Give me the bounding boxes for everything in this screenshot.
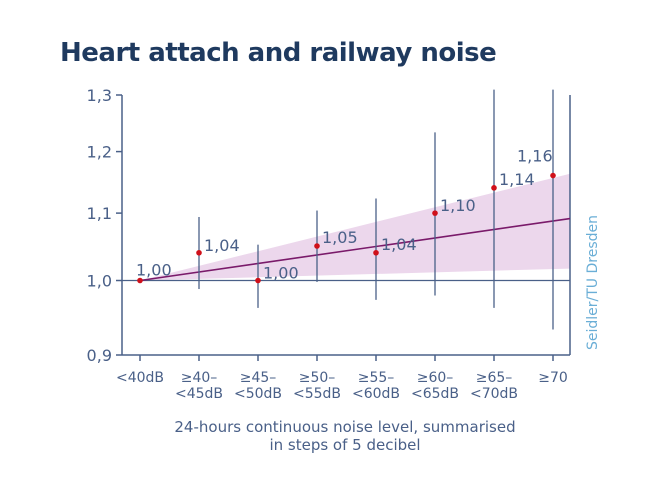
x-tick-label: <55dB: [293, 386, 341, 402]
x-tick-label: ≥50–: [299, 370, 336, 386]
y-tick-label: 1,3: [87, 86, 112, 105]
data-label: 1,00: [263, 264, 299, 283]
data-point: [314, 243, 320, 249]
y-tick-label: 1,0: [87, 272, 112, 291]
x-tick-label: ≥70: [538, 370, 568, 386]
x-axis-label-line-1: 24-hours continuous noise level, summari…: [174, 418, 516, 436]
data-label: 1,04: [381, 235, 417, 254]
data-point: [432, 210, 438, 216]
x-tick-label: <45dB: [175, 386, 223, 402]
data-label: 1,10: [440, 196, 476, 215]
data-point: [491, 185, 497, 191]
source-credit-text: Seidler/TU Dresden: [585, 215, 601, 350]
x-tick-label: <40dB: [116, 370, 164, 386]
data-point: [550, 172, 556, 179]
trend-line: [139, 217, 571, 282]
x-axis-label-line-2: in steps of 5 decibel: [269, 436, 421, 454]
x-tick-label: <65dB: [411, 386, 459, 402]
x-axis-label: 24-hours continuous noise level, summari…: [130, 418, 560, 454]
data-point: [137, 277, 143, 284]
data-label: 1,04: [204, 236, 240, 255]
data-label: 1,14: [499, 170, 535, 189]
x-tick-label: ≥65–: [476, 370, 513, 386]
x-tick-label: ≥60–: [417, 370, 454, 386]
data-point: [255, 277, 261, 284]
trend-confidence-band: [140, 173, 570, 281]
x-tick-label: ≥55–: [358, 370, 395, 386]
chart-title: Heart attach and railway noise: [60, 38, 497, 68]
y-tick-label: 1,2: [87, 143, 112, 162]
x-tick-label: ≥45–: [240, 370, 277, 386]
source-credit: Seidler/TU Dresden: [585, 215, 601, 350]
x-tick-label: ≥40–: [181, 370, 218, 386]
x-tick-label: <60dB: [352, 386, 400, 402]
y-tick-label: 0,9: [87, 346, 112, 365]
data-point: [196, 249, 202, 256]
data-label: 1,16: [517, 147, 553, 166]
x-tick-label: <50dB: [234, 386, 282, 402]
data-label: 1,00: [136, 261, 172, 280]
data-label: 1,05: [322, 228, 358, 247]
y-tick-label: 1,1: [87, 204, 112, 223]
x-tick-label: <70dB: [470, 386, 518, 402]
data-point: [373, 249, 379, 256]
